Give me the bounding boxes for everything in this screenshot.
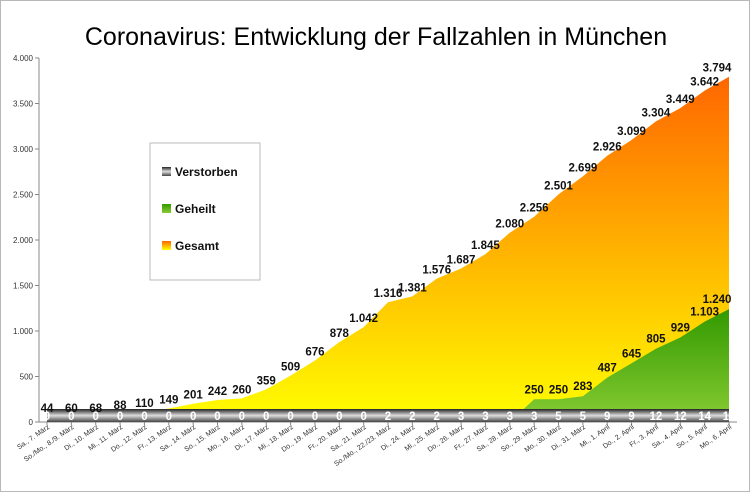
data-label-gesamt: 878 [330,328,350,340]
data-label-geheilt: 250 [549,384,568,396]
data-label-verstorben: 5 [555,411,562,423]
data-label-verstorben: 2 [409,411,415,423]
data-label-gesamt: 2.699 [568,162,597,174]
data-label-geheilt: 805 [646,334,666,346]
data-label-gesamt: 3.794 [703,63,732,75]
y-tick-label: 3.000 [13,145,34,154]
data-label-verstorben: 3 [482,411,488,423]
data-label-verstorben: 0 [287,411,293,423]
data-label-gesamt: 201 [184,390,204,402]
data-label-verstorben: 0 [360,411,366,423]
data-label-verstorben: 5 [580,411,587,423]
data-label-gesamt: 3.099 [617,126,646,138]
legend-swatch-geheilt [162,204,171,213]
data-label-gesamt: 676 [305,346,324,358]
data-label-gesamt: 1.845 [471,240,500,252]
data-label-gesamt: 60 [65,403,78,415]
data-label-verstorben: 0 [263,411,269,423]
legend-label-geheilt: Geheilt [175,202,216,216]
data-label-verstorben: 0 [68,411,74,423]
data-label-verstorben: 3 [507,411,513,423]
data-label-verstorben: 16 [723,411,736,423]
legend-label-gesamt: Gesamt [175,239,219,253]
data-label-gesamt: 2.256 [520,203,549,215]
data-label-geheilt: 487 [598,363,617,375]
chart-title: Coronavirus: Entwicklung der Fallzahlen … [85,23,667,51]
data-label-verstorben: 0 [312,411,318,423]
y-tick-label: 4.000 [13,54,34,63]
data-label-verstorben: 2 [434,411,440,423]
y-tick-label: 1.000 [13,327,34,336]
data-label-gesamt: 242 [208,386,227,398]
data-label-verstorben: 9 [628,411,634,423]
data-label-verstorben: 3 [531,411,537,423]
data-label-gesamt: 2.926 [593,142,622,154]
legend: Verstorben Geheilt Gesamt [149,142,261,281]
data-label-gesamt: 2.080 [495,219,524,231]
data-label-gesamt: 110 [135,398,154,410]
legend-swatch-verstorben [162,167,171,176]
data-label-gesamt: 1.316 [374,288,403,300]
data-label-gesamt: 1.576 [422,265,451,277]
legend-label-verstorben: Verstorben [175,165,238,179]
data-label-gesamt: 68 [89,403,102,415]
data-label-gesamt: 260 [232,384,251,396]
data-label-verstorben: 0 [214,411,220,423]
y-tick-label: 1.500 [13,282,34,291]
data-label-gesamt: 149 [159,394,178,406]
data-label-gesamt: 359 [257,375,276,387]
data-label-gesamt: 1.687 [447,254,476,266]
data-label-verstorben: 3 [458,411,464,423]
data-label-geheilt: 645 [622,348,642,360]
data-label-geheilt: 250 [525,384,544,396]
data-label-verstorben: 0 [239,411,245,423]
data-label-verstorben: 0 [166,411,172,423]
data-label-verstorben: 12 [650,411,663,423]
data-label-verstorben: 2 [385,411,391,423]
plot-area: 05001.0001.5002.0002.5003.0003.5004.0004… [13,54,737,468]
data-label-verstorben: 0 [93,411,99,423]
data-label-verstorben: 0 [44,411,50,423]
data-label-gesamt: 3.642 [690,77,719,89]
data-label-gesamt: 3.449 [666,94,695,106]
area-gesamt [47,76,729,422]
data-label-geheilt: 1.103 [690,307,719,319]
data-label-verstorben: 0 [190,411,196,423]
area-verstorben [47,409,729,422]
legend-swatch-gesamt [162,241,171,250]
data-label-verstorben: 12 [674,411,687,423]
y-tick-label: 2.000 [13,236,34,245]
data-label-geheilt: 1.240 [703,294,732,306]
data-label-verstorben: 9 [604,411,610,423]
y-tick-label: 2.500 [13,191,34,200]
data-label-gesamt: 3.304 [642,107,671,119]
data-label-verstorben: 14 [698,411,711,423]
data-label-gesamt: 1.042 [349,313,378,325]
data-label-gesamt: 88 [114,400,127,412]
data-label-gesamt: 1.381 [398,282,427,294]
data-label-gesamt: 44 [41,403,54,415]
data-label-verstorben: 0 [336,411,342,423]
y-tick-label: 0 [29,418,34,427]
data-label-gesamt: 509 [281,362,300,374]
data-label-verstorben: 0 [117,411,123,423]
y-tick-label: 3.500 [13,100,34,109]
data-label-gesamt: 2.501 [544,180,573,192]
y-tick-label: 500 [20,373,34,382]
data-label-geheilt: 283 [573,381,592,393]
data-label-geheilt: 929 [671,322,690,334]
data-label-verstorben: 0 [141,411,147,423]
